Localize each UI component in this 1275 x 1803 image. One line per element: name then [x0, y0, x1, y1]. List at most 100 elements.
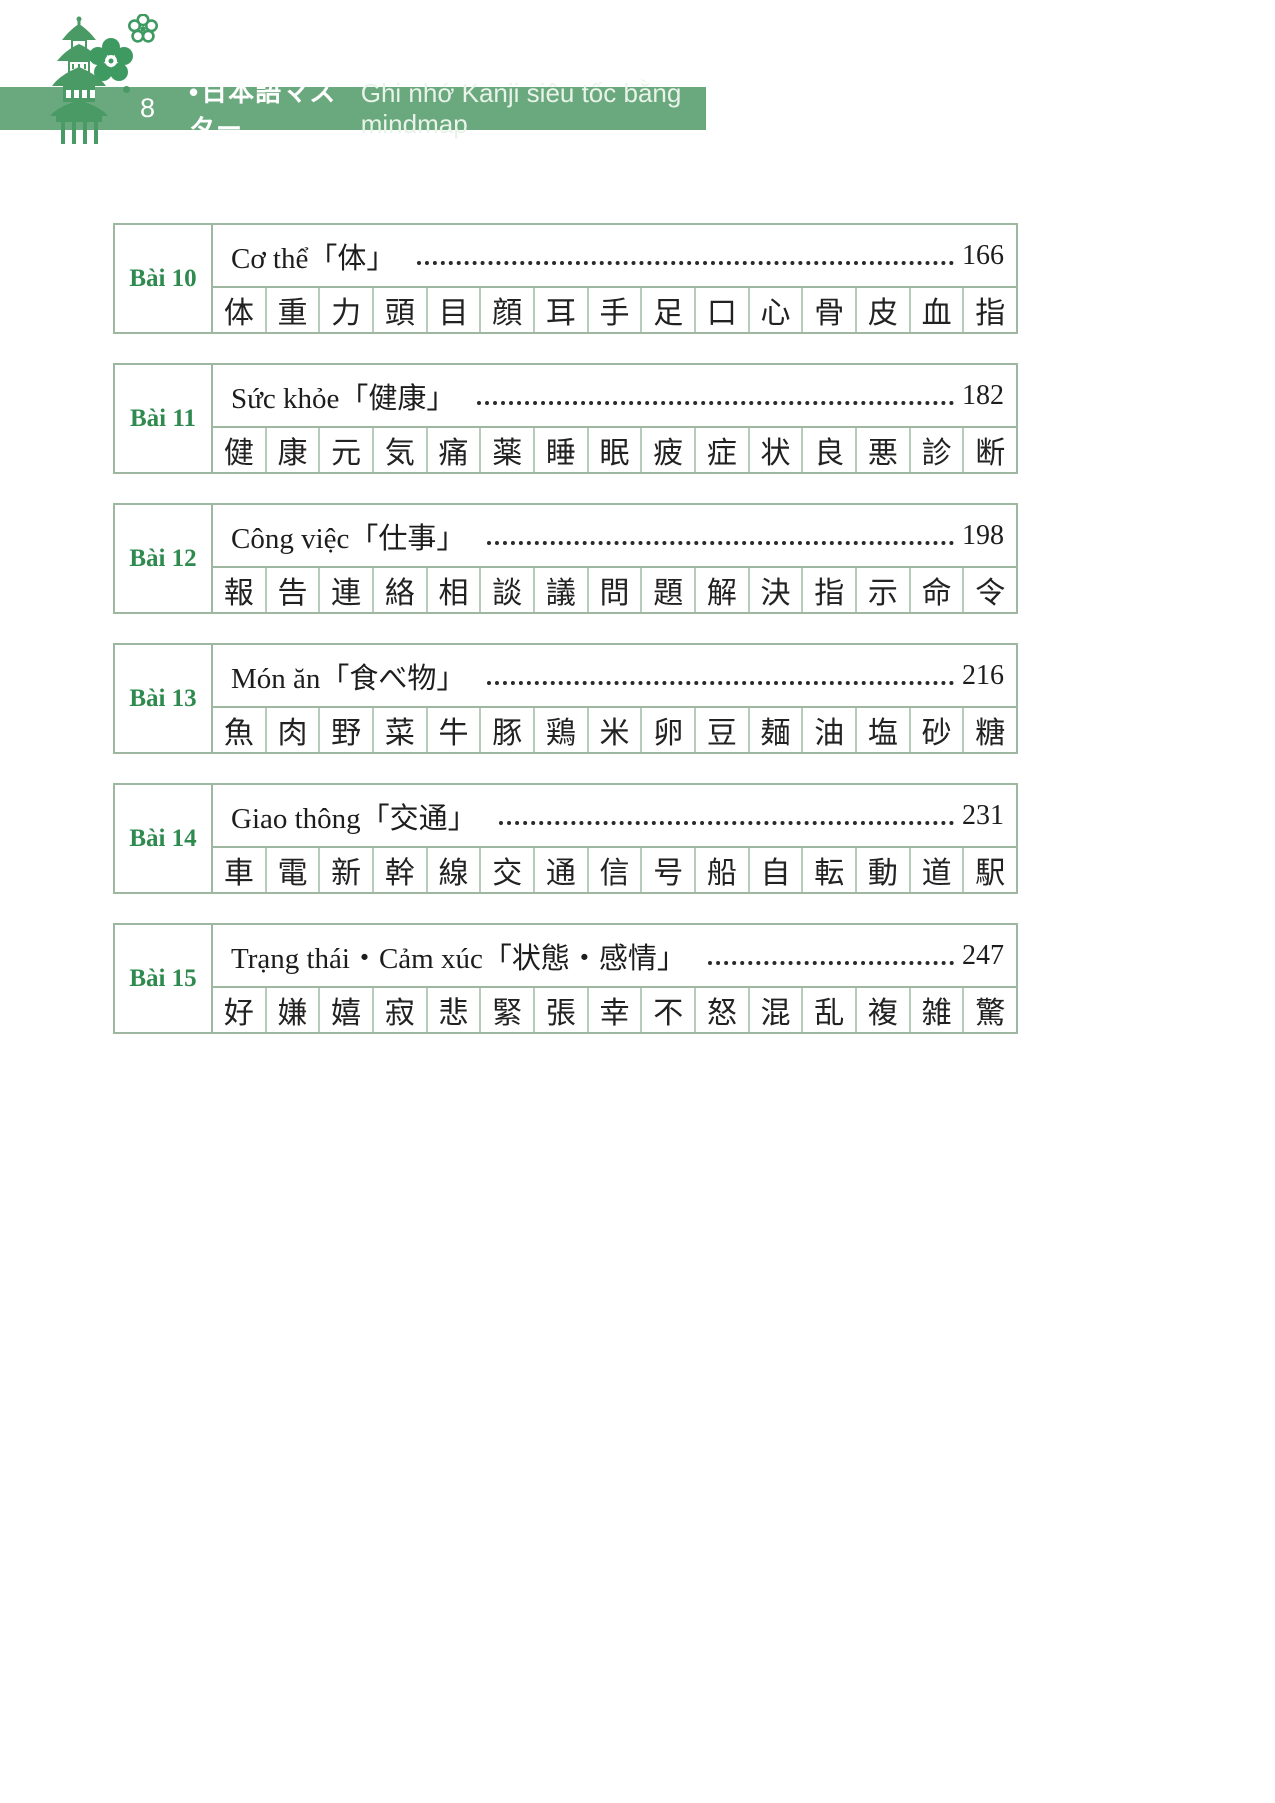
kanji-cell: 肉	[264, 708, 319, 752]
kanji-cell: 診	[908, 428, 963, 472]
kanji-cell: 米	[586, 708, 641, 752]
kanji-row: 車電新幹線交通信号船自転動道駅	[213, 846, 1016, 892]
entry-title-row: Sức khỏe「健康」 182	[213, 365, 1016, 426]
entry-main: Công việc「仕事」 198 報告連絡相談議問題解決指示命令	[213, 505, 1016, 612]
dotted-leader	[477, 400, 954, 405]
kanji-cell: 力	[318, 288, 372, 332]
kanji-cell: 重	[264, 288, 319, 332]
dotted-leader	[487, 540, 954, 545]
kanji-cell: 魚	[223, 717, 254, 750]
kanji-cell: 鶏	[533, 708, 587, 752]
entry-main: Giao thông「交通」 231 車電新幹線交通信号船自転動道駅	[213, 785, 1016, 892]
kanji-cell: 題	[640, 568, 694, 612]
blossom-icon-large	[88, 38, 134, 89]
toc-entry: Bài 13 Món ăn「食べ物」 216 魚肉野菜牛豚鶏米卵豆麺油塩砂糖	[113, 643, 1018, 754]
book-title-japanese: •日本語マスター	[189, 72, 349, 146]
dotted-leader	[487, 680, 954, 685]
kanji-cell: 良	[801, 428, 855, 472]
kanji-cell: 指	[801, 568, 855, 612]
kanji-cell: 耳	[533, 288, 587, 332]
entry-main: Cơ thể「体」 166 体重力頭目顔耳手足口心骨皮血指	[213, 225, 1016, 332]
kanji-cell: 心	[747, 288, 802, 332]
kanji-cell: 皮	[855, 288, 909, 332]
kanji-cell: 糖	[962, 708, 1016, 752]
kanji-cell: 報	[223, 577, 254, 610]
kanji-cell: 顔	[479, 288, 533, 332]
entry-page-number: 231	[962, 799, 1004, 831]
kanji-cell: 骨	[801, 288, 855, 332]
entry-label: Bài 14	[115, 785, 213, 892]
kanji-cell: 塩	[855, 708, 909, 752]
kanji-cell: 嫌	[264, 988, 319, 1032]
page-header-band: 8 •日本語マスター Ghi nhớ Kanji siêu tốc bằng m…	[0, 77, 706, 144]
kanji-cell: 元	[318, 428, 372, 472]
kanji-cell: 幸	[586, 988, 641, 1032]
kanji-cell: 油	[801, 708, 855, 752]
kanji-cell: 相	[425, 568, 480, 612]
entry-page-number: 247	[962, 939, 1004, 971]
kanji-cell: 車	[223, 857, 254, 890]
kanji-cell: 示	[855, 568, 909, 612]
kanji-cell: 嬉	[318, 988, 372, 1032]
entry-title: Giao thông「交通」	[231, 802, 477, 835]
entry-main: Món ăn「食べ物」 216 魚肉野菜牛豚鶏米卵豆麺油塩砂糖	[213, 645, 1016, 752]
kanji-cell: 口	[694, 288, 748, 332]
kanji-cell: 駅	[962, 848, 1016, 892]
entry-title: Trạng thái・Cảm xúc「状態・感情」	[231, 942, 686, 975]
kanji-cell: 決	[747, 568, 802, 612]
kanji-cell: 薬	[479, 428, 533, 472]
toc-entry: Bài 11 Sức khỏe「健康」 182 健康元気痛薬睡眠疲症状良悪診断	[113, 363, 1018, 474]
kanji-cell: 疲	[640, 428, 694, 472]
entry-title-row: Công việc「仕事」 198	[213, 505, 1016, 566]
kanji-cell: 議	[533, 568, 587, 612]
entry-page-number: 198	[962, 519, 1004, 551]
kanji-cell: 豆	[694, 708, 748, 752]
kanji-cell: 断	[962, 428, 1016, 472]
kanji-cell: 足	[640, 288, 694, 332]
kanji-cell: 交	[479, 848, 533, 892]
kanji-cell: 雑	[908, 988, 963, 1032]
kanji-cell: 張	[533, 988, 587, 1032]
toc-entry: Bài 14 Giao thông「交通」 231 車電新幹線交通信号船自転動道…	[113, 783, 1018, 894]
kanji-cell: 症	[694, 428, 748, 472]
toc-list: Bài 10 Cơ thể「体」 166 体重力頭目顔耳手足口心骨皮血指 Bài…	[113, 223, 1018, 1063]
entry-label: Bài 10	[115, 225, 213, 332]
book-subtitle: Ghi nhớ Kanji siêu tốc bằng mindmap	[360, 77, 682, 139]
kanji-cell: 緊	[479, 988, 533, 1032]
entry-label: Bài 15	[115, 925, 213, 1032]
toc-entry: Bài 12 Công việc「仕事」 198 報告連絡相談議問題解決指示命令	[113, 503, 1018, 614]
entry-label: Bài 11	[115, 365, 213, 472]
kanji-cell: 動	[855, 848, 909, 892]
kanji-cell: 麺	[747, 708, 802, 752]
kanji-row: 好嫌嬉寂悲緊張幸不怒混乱複雑驚	[213, 986, 1016, 1032]
kanji-cell: 連	[318, 568, 372, 612]
kanji-cell: 指	[962, 288, 1016, 332]
entry-title-row: Cơ thể「体」 166	[213, 225, 1016, 286]
kanji-cell: 状	[747, 428, 802, 472]
entry-title: Công việc「仕事」	[231, 522, 466, 555]
entry-page-number: 216	[962, 659, 1004, 691]
kanji-cell: 菜	[372, 708, 426, 752]
kanji-cell: 号	[640, 848, 694, 892]
kanji-row: 健康元気痛薬睡眠疲症状良悪診断	[213, 426, 1016, 472]
dotted-leader	[498, 820, 954, 825]
kanji-cell: 幹	[372, 848, 426, 892]
kanji-cell: 血	[908, 288, 963, 332]
kanji-cell: 野	[318, 708, 372, 752]
entry-title-row: Trạng thái・Cảm xúc「状態・感情」 247	[213, 925, 1016, 986]
kanji-cell: 悲	[425, 988, 480, 1032]
book-title-jp-text: 日本語マスター	[189, 76, 337, 144]
kanji-cell: 牛	[425, 708, 480, 752]
kanji-cell: 寂	[372, 988, 426, 1032]
kanji-cell: 豚	[479, 708, 533, 752]
entry-title: Món ăn「食べ物」	[231, 662, 466, 695]
kanji-cell: 解	[694, 568, 748, 612]
kanji-cell: 不	[640, 988, 694, 1032]
kanji-cell: 告	[264, 568, 319, 612]
kanji-cell: 令	[962, 568, 1016, 612]
kanji-cell: 複	[855, 988, 909, 1032]
kanji-row: 魚肉野菜牛豚鶏米卵豆麺油塩砂糖	[213, 706, 1016, 752]
kanji-row: 報告連絡相談議問題解決指示命令	[213, 566, 1016, 612]
kanji-cell: 砂	[908, 708, 963, 752]
entry-page-number: 166	[962, 239, 1004, 271]
